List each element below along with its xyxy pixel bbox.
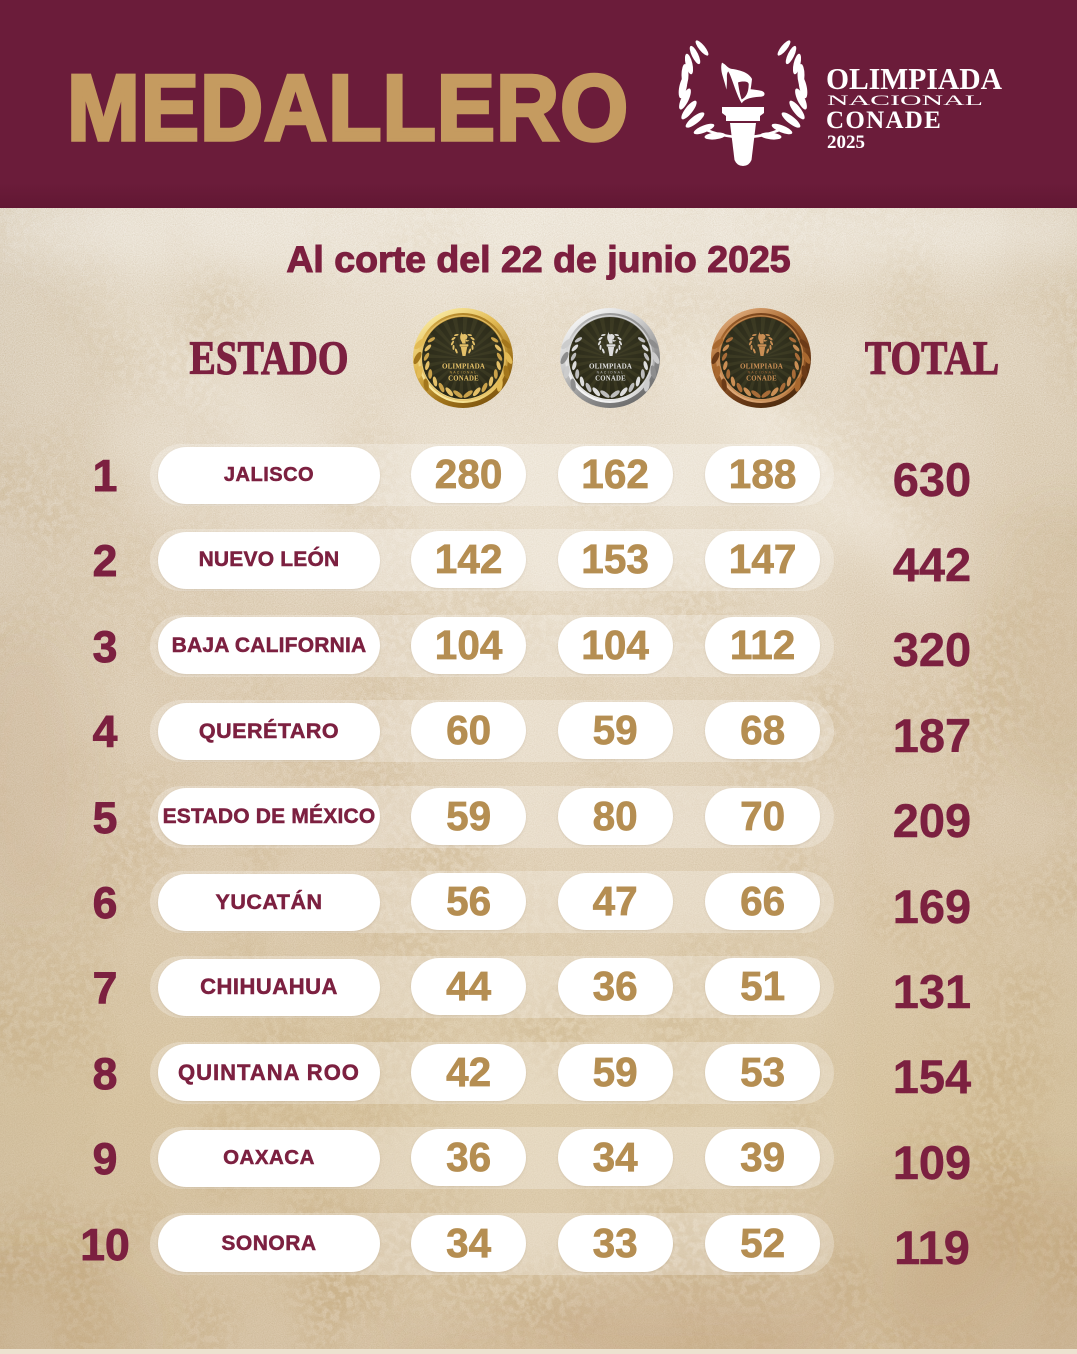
svg-text:NACIONAL: NACIONAL bbox=[747, 370, 775, 374]
svg-text:NACIONAL: NACIONAL bbox=[597, 370, 625, 374]
svg-text:OLIMPIADA: OLIMPIADA bbox=[589, 363, 633, 371]
svg-text:OLIMPIADA: OLIMPIADA bbox=[739, 363, 783, 371]
svg-text:CONADE: CONADE bbox=[826, 107, 942, 134]
svg-text:CONADE: CONADE bbox=[595, 376, 626, 383]
svg-text:CONADE: CONADE bbox=[746, 376, 777, 383]
svg-text:CONADE: CONADE bbox=[448, 376, 479, 383]
svg-text:NACIONAL: NACIONAL bbox=[449, 370, 477, 374]
svg-text:2025: 2025 bbox=[827, 132, 865, 153]
svg-text:OLIMPIADA: OLIMPIADA bbox=[826, 61, 1003, 96]
svg-text:OLIMPIADA: OLIMPIADA bbox=[441, 363, 485, 371]
svg-text:NACIONAL: NACIONAL bbox=[827, 93, 983, 109]
